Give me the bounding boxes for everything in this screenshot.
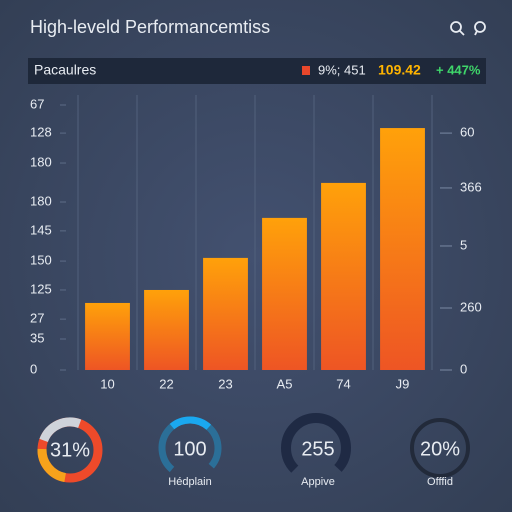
y2-tick-label: 60	[460, 125, 474, 140]
chat-icon[interactable]	[474, 21, 486, 36]
y-tick-label: 125	[30, 281, 52, 296]
y2-tick-label: 260	[460, 299, 482, 314]
gauge: 20% Offfid	[410, 418, 470, 488]
y2-tick-label: 366	[460, 179, 482, 194]
status-label: Pacaulres	[34, 62, 96, 78]
status-stat: 109.42	[378, 62, 421, 78]
status-stat: 9%; 451	[318, 62, 366, 77]
search-icon[interactable]	[450, 21, 465, 36]
page-title: High-leveld Performancemtiss	[30, 17, 270, 37]
gauge-value: 100	[173, 438, 206, 460]
y-tick-label: 145	[30, 222, 52, 237]
x-tick-label: 74	[336, 376, 350, 391]
status-stat: + 447%	[436, 62, 481, 77]
y-tick-label: 180	[30, 154, 52, 169]
bar	[203, 257, 248, 370]
gauge-value: 20%	[420, 438, 460, 460]
y-tick-label: 0	[30, 361, 37, 376]
y-tick-label: 27	[30, 311, 44, 326]
x-tick-label: 23	[218, 376, 232, 391]
gauge: 31%	[37, 417, 103, 483]
y-tick-label: 180	[30, 193, 52, 208]
bar	[144, 289, 189, 370]
gauge-value: 255	[301, 438, 334, 460]
bar	[262, 217, 307, 370]
gauge-caption: Hédplain	[168, 476, 211, 488]
gauge: 100 Hédplain	[158, 416, 222, 488]
gauge-caption: Appive	[301, 476, 335, 488]
bar	[380, 128, 425, 370]
gauge: 255 Appive	[281, 413, 351, 488]
bar	[321, 182, 366, 370]
x-tick-label: A5	[277, 376, 293, 391]
y2-tick-label: 0	[460, 361, 467, 376]
y2-tick-label: 5	[460, 237, 467, 252]
gauge-value: 31%	[50, 439, 90, 461]
status-bar	[28, 58, 486, 84]
x-tick-label: 22	[159, 376, 173, 391]
y-tick-label: 128	[30, 125, 52, 140]
x-tick-label: 10	[100, 376, 114, 391]
y-tick-label: 150	[30, 253, 52, 268]
x-tick-label: J9	[396, 376, 410, 391]
status-swatch	[302, 66, 310, 75]
gauge-caption: Offfid	[427, 476, 453, 488]
y-tick-label: 67	[30, 96, 44, 111]
y-tick-label: 35	[30, 330, 44, 345]
bar-chart: 67 128 180 180 145 150 125 27 35 0 60 366 5 260 0 10 22 2…	[30, 95, 482, 391]
bar	[85, 302, 130, 370]
